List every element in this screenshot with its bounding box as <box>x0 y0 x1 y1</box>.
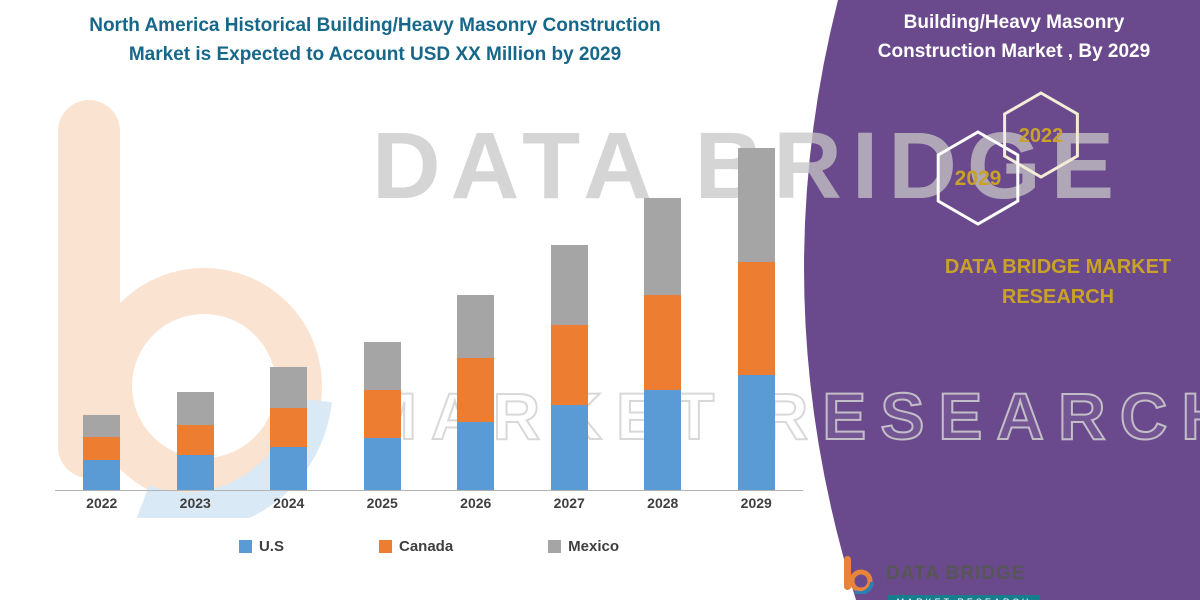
hexagon-2029-label: 2029 <box>955 167 1002 190</box>
bar-column-2024: 2024 <box>270 100 308 516</box>
bar-stack-2024 <box>270 100 308 490</box>
x-axis-label-2023: 2023 <box>179 495 211 511</box>
footer-tagline-bar: MARKET RESEARCH <box>888 595 1040 600</box>
bar-stack-2023 <box>176 100 214 490</box>
bar-stack-2028 <box>644 100 682 490</box>
footer-logo-icon <box>844 556 874 594</box>
panel-title: Building/Heavy Masonry Construction Mark… <box>844 8 1184 67</box>
segment-US-2025 <box>363 438 401 490</box>
chart-title: North America Historical Building/Heavy … <box>28 12 722 69</box>
x-axis-label-2024: 2024 <box>273 495 305 511</box>
panel-title-line1: Building/Heavy Masonry <box>903 12 1125 33</box>
x-axis-label-2027: 2027 <box>553 495 585 511</box>
bars-container: 2022 2023 2024 2025 2026 2027 2028 2029 <box>55 100 803 516</box>
segment-Canada-2026 <box>457 358 495 422</box>
segment-Canada-2025 <box>363 390 401 438</box>
segment-Mexico-2025 <box>363 342 401 390</box>
bar-column-2022: 2022 <box>83 100 121 516</box>
x-axis-label-2029: 2029 <box>740 495 772 511</box>
segment-Canada-2027 <box>550 325 588 405</box>
bar-stack-2022 <box>83 100 121 490</box>
chart-title-line2: Market is Expected to Account USD XX Mil… <box>128 43 622 65</box>
segment-Mexico-2023 <box>176 392 214 425</box>
segment-Mexico-2029 <box>737 148 775 262</box>
bar-stack-2027 <box>550 100 588 490</box>
year-hexagons: 2022 2029 <box>936 91 1079 226</box>
bar-column-2025: 2025 <box>363 100 401 516</box>
watermark-market-research: MARKET RESEARCH <box>361 378 1200 454</box>
segment-US-2026 <box>457 422 495 490</box>
segment-US-2023 <box>176 455 214 490</box>
legend-item-Mexico: Mexico <box>548 538 619 555</box>
x-axis-label-2028: 2028 <box>647 495 679 511</box>
segment-US-2024 <box>270 447 308 490</box>
segment-Canada-2028 <box>644 295 682 390</box>
legend-item-Canada: Canada <box>378 538 454 555</box>
segment-Mexico-2024 <box>270 367 308 408</box>
brand-text-gold: DATA BRIDGE MARKET RESEARCH <box>944 256 1172 308</box>
segment-Mexico-2027 <box>550 245 588 325</box>
bar-column-2026: 2026 <box>457 100 495 516</box>
segment-Mexico-2026 <box>457 295 495 358</box>
purple-panel-shape <box>804 0 1200 600</box>
chart-plot-area: 2022 2023 2024 2025 2026 2027 2028 2029 <box>55 100 803 516</box>
legend-label: Mexico <box>568 538 620 555</box>
x-axis-line <box>55 490 803 491</box>
bar-column-2029: 2029 <box>737 100 775 516</box>
x-axis-label-2025: 2025 <box>366 495 398 511</box>
bar-stack-2029 <box>737 100 775 490</box>
chart-title-line1: North America Historical Building/Heavy … <box>89 15 661 36</box>
segment-Canada-2022 <box>83 437 121 460</box>
legend-swatch <box>238 540 252 553</box>
hexagon-2022 <box>1003 91 1079 179</box>
segment-Mexico-2022 <box>83 415 121 437</box>
x-axis-label-2022: 2022 <box>86 495 118 511</box>
segment-Canada-2024 <box>270 408 308 447</box>
panel-title-line2: Construction Market , By 2029 <box>877 41 1151 63</box>
chart-legend: U.S Canada Mexico <box>55 538 803 555</box>
footer-brand-text: DATA BRIDGE <box>886 563 1026 584</box>
bar-column-2028: 2028 <box>644 100 682 516</box>
legend-swatch <box>378 540 392 553</box>
segment-Canada-2023 <box>176 425 214 455</box>
legend-label: U.S <box>258 538 284 555</box>
bar-stack-2026 <box>457 100 495 490</box>
bar-column-2023: 2023 <box>176 100 214 516</box>
legend-swatch <box>548 540 562 553</box>
footer-logo: DATA BRIDGE MARKET RESEARCH <box>842 554 1040 600</box>
hexagon-2022-label: 2022 <box>1019 125 1064 147</box>
segment-US-2022 <box>83 460 121 490</box>
legend-item-US: U.S <box>238 538 284 555</box>
legend-label: Canada <box>398 538 454 555</box>
x-axis-label-2026: 2026 <box>460 495 492 511</box>
bar-column-2027: 2027 <box>550 100 588 516</box>
bar-stack-2025 <box>363 100 401 490</box>
segment-US-2028 <box>644 390 682 490</box>
segment-US-2029 <box>737 375 775 490</box>
hexagon-2029 <box>936 130 1020 226</box>
segment-Canada-2029 <box>737 262 775 375</box>
segment-Mexico-2028 <box>644 198 682 295</box>
segment-US-2027 <box>550 405 588 490</box>
